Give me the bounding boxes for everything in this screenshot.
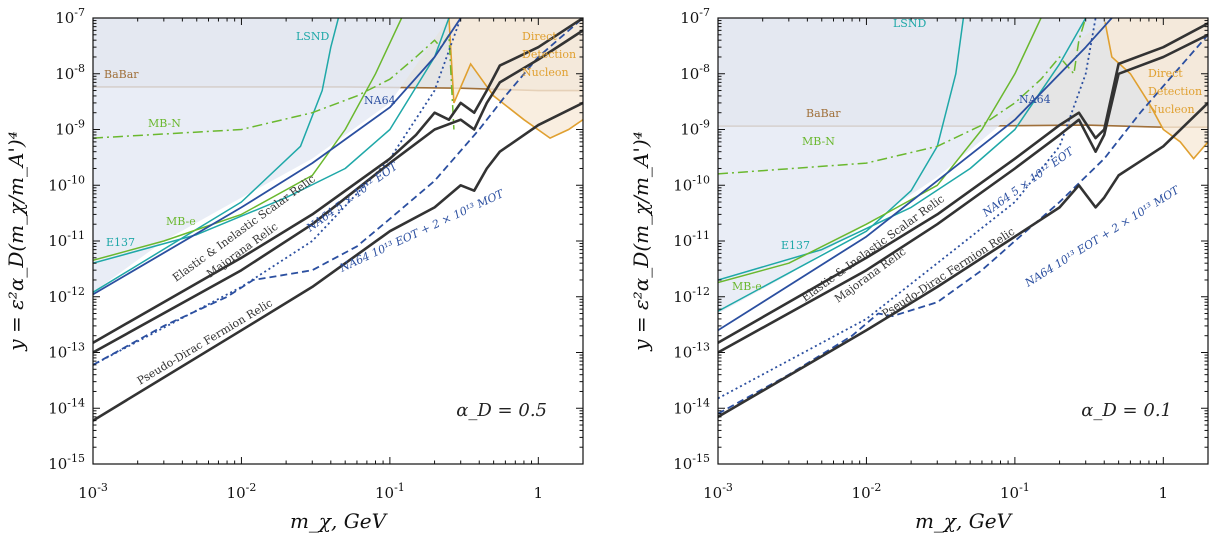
region-boundary-direct-detection-nucleon [448, 18, 583, 140]
label-na64: NA64 [364, 94, 396, 107]
y-tick-label: 10-8 [55, 62, 85, 83]
label-babar: BaBar [806, 107, 841, 120]
series-lsnd [93, 18, 340, 293]
y-tick-label: 10-13 [48, 341, 85, 362]
x-axis-label: m_χ, GeV [290, 509, 389, 533]
y-axis-label: y = ε²α_D(m_χ/m_A')⁴ [4, 131, 28, 351]
x-tick-label: 1 [534, 484, 544, 502]
y-tick-label: 10-13 [673, 341, 710, 362]
x-tick-label: 1 [1159, 484, 1169, 502]
series-na64-1e13-eot-2e13-mot [718, 34, 1208, 415]
y-tick-label: 10-14 [48, 396, 85, 417]
y-axis-label: y = ε²α_D(m_χ/m_A')⁴ [629, 131, 653, 351]
label-mb-n: MB-N [802, 135, 835, 148]
y-tick-label: 10-11 [673, 229, 710, 250]
y-tick-label: 10-10 [673, 173, 710, 194]
y-tick-label: 10-12 [48, 285, 85, 306]
x-tick-label: 10-2 [227, 481, 257, 502]
series-pseudo-dirac-fermion-relic [718, 101, 1208, 419]
panel-right: 10-1510-1410-1310-1210-1110-1010-910-810… [629, 6, 1209, 533]
series-pseudo-dirac-fermion-relic [93, 101, 583, 422]
series-e137 [718, 18, 1087, 281]
region-excluded-region [718, 18, 1112, 314]
plot-area [93, 18, 583, 422]
region-excluded-region [93, 18, 449, 293]
alpha-annotation: α_D = 0.1 [1081, 400, 1172, 421]
x-axis-label: m_χ, GeV [915, 509, 1014, 533]
y-tick-label: 10-15 [48, 452, 85, 473]
label-e137: E137 [781, 239, 810, 252]
y-tick-label: 10-15 [673, 452, 710, 473]
alpha-annotation: α_D = 0.5 [456, 400, 547, 421]
series-lsnd [718, 18, 965, 312]
series-na64 [93, 18, 462, 296]
y-tick-label: 10-7 [680, 6, 710, 27]
series-mb-e [718, 18, 1042, 284]
label-direct-detection-nucleon: Direct Detection Nucleon [522, 30, 576, 79]
x-tick-label: 10-2 [852, 481, 882, 502]
region-direct-detection-nucleon [1104, 18, 1208, 159]
y-tick-label: 10-9 [680, 118, 710, 139]
label-direct-detection-nucleon: Direct Detection Nucleon [1148, 67, 1202, 116]
label-babar: BaBar [104, 68, 139, 81]
series-majorana-relic [718, 33, 1208, 354]
x-tick-label: 10-3 [703, 481, 733, 502]
region-boundary-direct-detection-nucleon [1103, 18, 1208, 160]
label-pseudo-dirac-fermion-relic: Pseudo-Dirac Fermion Relic [135, 296, 275, 387]
series-na64-1e13-eot-2e13-mot [93, 18, 583, 366]
label-lsnd: LSND [893, 17, 926, 30]
x-tick-label: 10-1 [1000, 481, 1030, 502]
label-mb-n: MB-N [148, 117, 181, 130]
label-na64-1e13-eot-2e13-mot: NA64 10¹³ EOT + 2 × 10¹³ MOT [337, 187, 507, 276]
series-na64-5e12-eot [718, 18, 1097, 400]
label-na64-5e12-eot: NA64 5 × 10¹² EOT [303, 159, 401, 235]
y-tick-label: 10-8 [680, 62, 710, 83]
label-lsnd: LSND [296, 30, 329, 43]
series-mb-e [93, 18, 403, 262]
y-tick-label: 10-10 [48, 173, 85, 194]
label-mb-e: MB-e [732, 280, 762, 293]
label-e137: E137 [106, 236, 135, 249]
region-direct-detection-nucleon [448, 18, 583, 139]
y-tick-label: 10-7 [55, 6, 85, 27]
plot-area [718, 18, 1208, 419]
series-elastic-inelastic-scalar-relic [93, 18, 583, 344]
label-na64: NA64 [1019, 93, 1051, 106]
panel-left: 10-1510-1410-1310-1210-1110-1010-910-810… [4, 6, 584, 533]
x-tick-label: 10-3 [78, 481, 108, 502]
y-tick-label: 10-14 [673, 396, 710, 417]
series-elastic-inelastic-scalar-relic [718, 22, 1208, 344]
label-mb-e: MB-e [166, 215, 196, 228]
y-tick-label: 10-12 [673, 285, 710, 306]
series-na64 [718, 18, 1113, 332]
y-tick-label: 10-9 [55, 118, 85, 139]
x-tick-label: 10-1 [375, 481, 405, 502]
series-majorana-relic [93, 29, 583, 354]
label-pseudo-dirac-fermion-relic: Pseudo-Dirac Fermion Relic [880, 225, 1017, 321]
y-tick-label: 10-11 [48, 229, 85, 250]
